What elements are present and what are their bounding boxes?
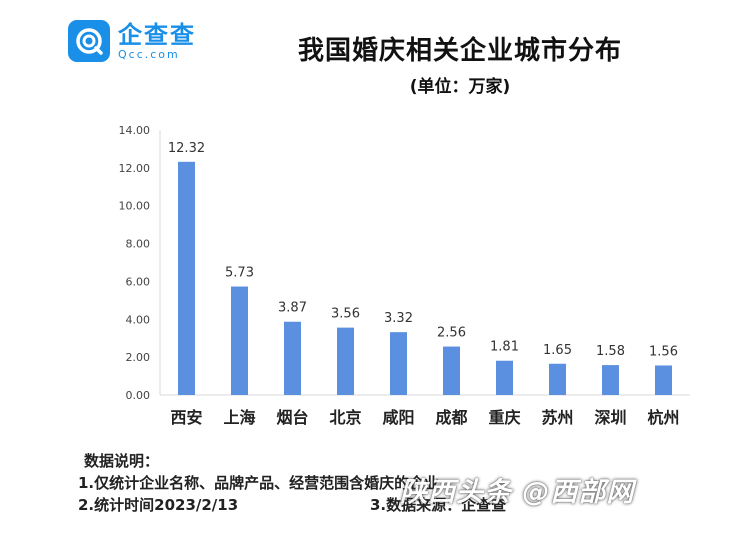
- category-label: 苏州: [541, 408, 573, 427]
- y-tick-label: 8.00: [126, 238, 151, 251]
- bar-咸阳: [390, 332, 407, 395]
- value-label: 3.32: [384, 311, 413, 326]
- note-3: 3.数据来源：企查查: [370, 496, 507, 514]
- category-label: 成都: [435, 408, 467, 427]
- note-2: 2.统计时间2023/2/13: [78, 496, 239, 514]
- value-label: 3.56: [331, 307, 360, 322]
- bar-成都: [443, 346, 460, 395]
- category-label: 咸阳: [382, 408, 414, 427]
- value-label: 1.81: [490, 340, 519, 355]
- value-label: 12.32: [168, 141, 205, 156]
- y-tick-label: 12.00: [119, 162, 151, 175]
- notes-heading: 数据说明：: [84, 452, 160, 470]
- logo-name: 企查查: [118, 20, 196, 49]
- bar-烟台: [284, 321, 301, 395]
- bar-苏州: [549, 363, 566, 395]
- value-label: 3.87: [278, 301, 307, 316]
- y-tick-label: 14.00: [119, 124, 151, 137]
- qcc-logo: 企查查 Qcc.com: [68, 20, 196, 62]
- value-label: 5.73: [225, 266, 254, 281]
- value-label: 2.56: [437, 326, 466, 341]
- logo-domain: Qcc.com: [118, 47, 180, 61]
- category-label: 重庆: [488, 408, 520, 427]
- y-tick-label: 4.00: [126, 313, 151, 326]
- y-tick-label: 6.00: [126, 275, 151, 288]
- value-label: 1.65: [543, 343, 572, 358]
- category-label: 深圳: [594, 408, 626, 427]
- category-label: 烟台: [276, 408, 308, 427]
- watermark: 陕西头条 @西部网: [400, 477, 635, 508]
- bar-杭州: [655, 365, 672, 395]
- category-label: 杭州: [647, 408, 679, 427]
- value-label: 1.58: [596, 344, 625, 359]
- chart-unit: (单位：万家): [409, 77, 511, 97]
- bar-深圳: [602, 365, 619, 395]
- qcc-logo-icon: [68, 20, 110, 62]
- value-label: 1.56: [649, 344, 678, 359]
- bar-重庆: [496, 360, 513, 395]
- category-label: 西安: [170, 408, 202, 427]
- bar-西安: [178, 161, 195, 395]
- bar-上海: [231, 286, 248, 395]
- y-tick-label: 0.00: [126, 389, 151, 402]
- bar-北京: [337, 327, 354, 395]
- note-1: 1.仅统计企业名称、品牌产品、经营范围含婚庆的企业: [78, 474, 440, 492]
- data-notes: 数据说明： 1.仅统计企业名称、品牌产品、经营范围含婚庆的企业 2.统计时间20…: [78, 450, 439, 516]
- y-tick-label: 2.00: [126, 351, 151, 364]
- category-label: 上海: [223, 408, 255, 427]
- category-label: 北京: [329, 408, 361, 427]
- chart-title: 我国婚庆相关企业城市分布: [297, 36, 622, 66]
- y-tick-label: 10.00: [119, 200, 151, 213]
